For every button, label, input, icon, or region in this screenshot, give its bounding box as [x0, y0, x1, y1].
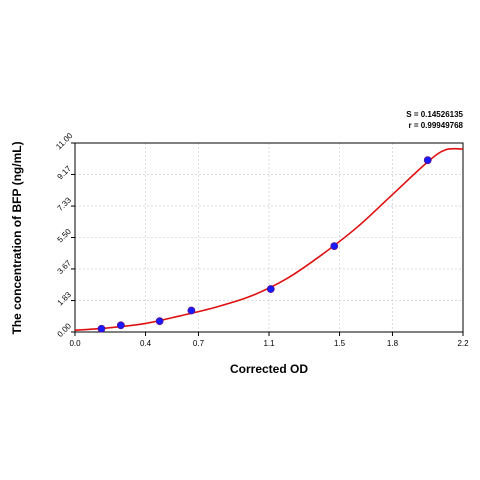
data-point	[116, 321, 125, 330]
x-axis-title: Corrected OD	[230, 362, 308, 376]
data-point	[155, 317, 164, 326]
x-tick-label: 0.7	[193, 339, 205, 348]
data-points	[97, 156, 432, 333]
y-axis-title: The concentration of BFP (ng/mL)	[10, 141, 24, 334]
x-tick-label: 2.2	[457, 339, 469, 348]
stat-r: r = 0.99949768	[409, 121, 464, 130]
x-tick-label: 1.1	[263, 339, 275, 348]
data-point	[423, 156, 432, 165]
x-tick-label: 0.4	[140, 339, 152, 348]
grid	[75, 143, 463, 332]
stat-s: S = 0.14526135	[406, 110, 463, 119]
x-tick-label: 1.5	[334, 339, 346, 348]
data-point	[266, 285, 275, 293]
data-point	[330, 242, 339, 250]
data-point	[97, 324, 106, 333]
x-tick-label: 0.0	[69, 339, 81, 348]
data-point	[187, 306, 196, 315]
x-tick-label: 1.8	[387, 339, 399, 348]
